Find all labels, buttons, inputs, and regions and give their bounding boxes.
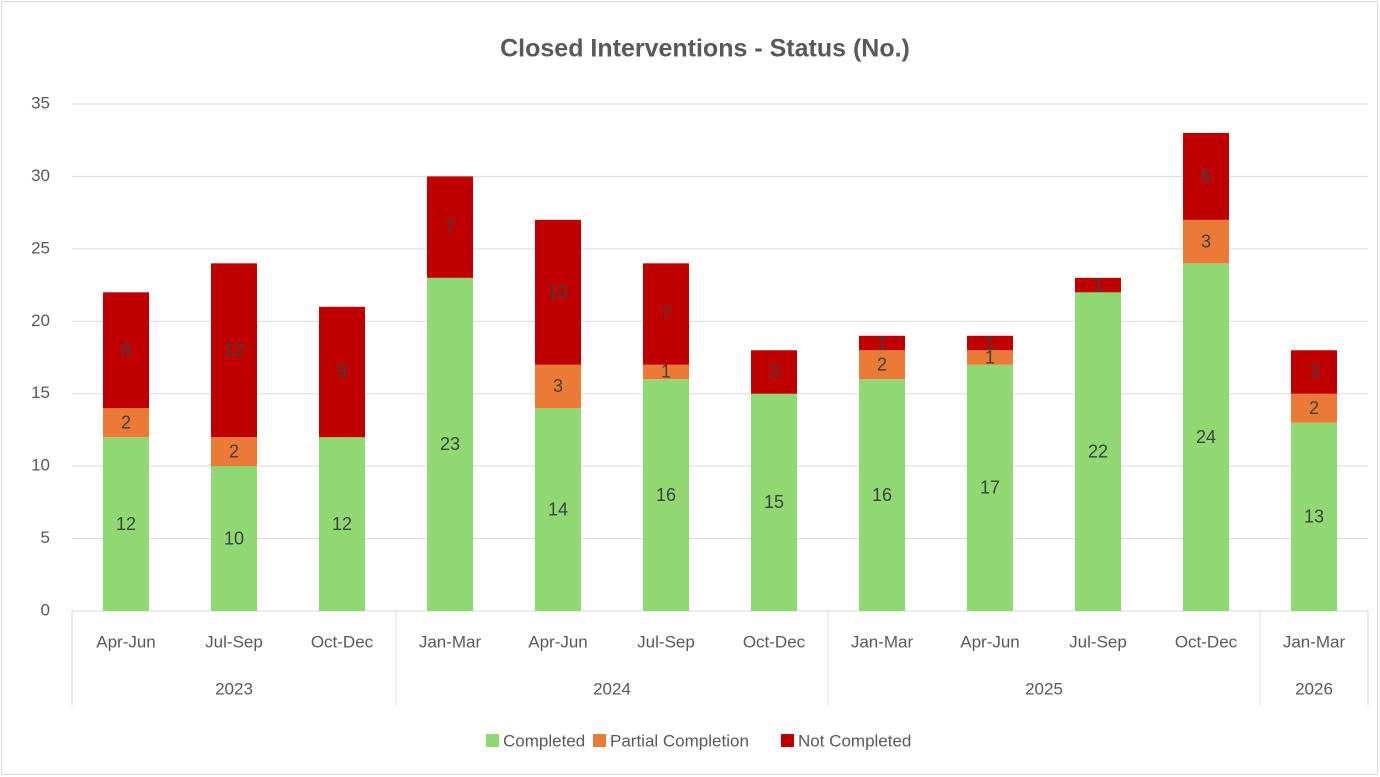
bar-segment [643, 379, 689, 611]
bar-segment [751, 350, 797, 394]
data-label: 14 [548, 499, 568, 519]
bar-segment [859, 350, 905, 380]
data-label: 16 [872, 485, 892, 505]
x-tick-label: Jan-Mar [419, 632, 482, 651]
legend-swatch [486, 734, 499, 747]
chart-title: Closed Interventions - Status (No.) [500, 35, 910, 63]
data-label: 2 [121, 412, 131, 432]
bar-segment [535, 364, 581, 409]
y-tick-label: 30 [31, 166, 50, 185]
data-label: 12 [116, 514, 136, 534]
group-label: 2023 [215, 679, 253, 698]
bar-segment [427, 176, 473, 278]
data-label: 2 [1309, 398, 1319, 418]
bar-segment [211, 437, 257, 467]
data-label: 13 [1304, 507, 1324, 527]
bar-segment [103, 437, 149, 611]
data-label: 3 [769, 362, 779, 382]
bar-segment [1075, 277, 1121, 293]
bar-segment [1183, 263, 1229, 611]
bar-segment [967, 335, 1013, 351]
data-label: 1 [985, 333, 995, 353]
data-label: 3 [1201, 231, 1211, 251]
x-tick-label: Jul-Sep [205, 632, 263, 651]
data-label: 3 [553, 376, 563, 396]
x-tick-label: Oct-Dec [1175, 632, 1238, 651]
x-tick-label: Oct-Dec [743, 632, 806, 651]
legend-swatch [781, 734, 794, 747]
y-tick-label: 25 [31, 238, 50, 257]
y-tick-label: 5 [41, 528, 50, 547]
bar-segment [1291, 350, 1337, 394]
bar-segment [211, 263, 257, 438]
data-label: 1 [661, 362, 671, 382]
data-label: 1 [985, 347, 995, 367]
data-label: 10 [224, 528, 244, 548]
bar-segment [427, 277, 473, 611]
data-label: 12 [332, 514, 352, 534]
bar-segment [1075, 292, 1121, 611]
bar-segment [643, 364, 689, 380]
x-tick-label: Jul-Sep [637, 632, 695, 651]
x-tick-label: Jan-Mar [1283, 632, 1346, 651]
bar-segment [1183, 132, 1229, 220]
bar-segment [1291, 393, 1337, 423]
bar-segment [535, 408, 581, 611]
bar-segment [967, 364, 1013, 611]
legend-swatch [593, 734, 606, 747]
x-tick-label: Apr-Jun [96, 632, 156, 651]
data-label: 8 [121, 340, 131, 360]
data-label: 12 [224, 340, 244, 360]
y-tick-label: 10 [31, 456, 50, 475]
legend-label: Not Completed [798, 731, 911, 750]
data-label: 6 [1201, 166, 1211, 186]
legend-label: Completed [503, 731, 585, 750]
bar-segment [103, 408, 149, 438]
y-tick-label: 15 [31, 383, 50, 402]
x-tick-label: Apr-Jun [960, 632, 1020, 651]
data-label: 17 [980, 478, 1000, 498]
group-label: 2026 [1295, 679, 1333, 698]
x-tick-label: Jan-Mar [851, 632, 914, 651]
bar-segment [211, 466, 257, 611]
bar-segment [859, 335, 905, 351]
data-label: 2 [877, 354, 887, 374]
bar-segment [643, 263, 689, 365]
y-tick-label: 0 [41, 600, 50, 619]
bar-segment [1183, 219, 1229, 264]
x-tick-label: Apr-Jun [528, 632, 588, 651]
bar-segment [319, 437, 365, 611]
bar-segment [535, 219, 581, 365]
data-label: 3 [1309, 362, 1319, 382]
group-label: 2025 [1025, 679, 1063, 698]
bar-segment [967, 350, 1013, 365]
data-label: 22 [1088, 441, 1108, 461]
legend-label: Partial Completion [610, 731, 749, 750]
data-label: 9 [337, 362, 347, 382]
data-label: 10 [548, 282, 568, 302]
data-label: 7 [445, 217, 455, 237]
y-tick-label: 35 [31, 93, 50, 112]
data-label: 2 [229, 441, 239, 461]
data-label: 15 [764, 492, 784, 512]
bar-segment [103, 292, 149, 409]
bar-segment [751, 393, 797, 611]
bar-segment [319, 306, 365, 438]
data-label: 16 [656, 485, 676, 505]
bar-segment [1291, 422, 1337, 611]
x-tick-label: Oct-Dec [311, 632, 374, 651]
bar-segment [859, 379, 905, 611]
data-label: 23 [440, 434, 460, 454]
x-tick-label: Jul-Sep [1069, 632, 1127, 651]
data-label: 24 [1196, 427, 1216, 447]
data-label: 1 [877, 333, 887, 353]
y-tick-label: 20 [31, 311, 50, 330]
group-label: 2024 [593, 679, 631, 698]
data-label: 7 [661, 304, 671, 324]
data-label: 1 [1093, 275, 1103, 295]
